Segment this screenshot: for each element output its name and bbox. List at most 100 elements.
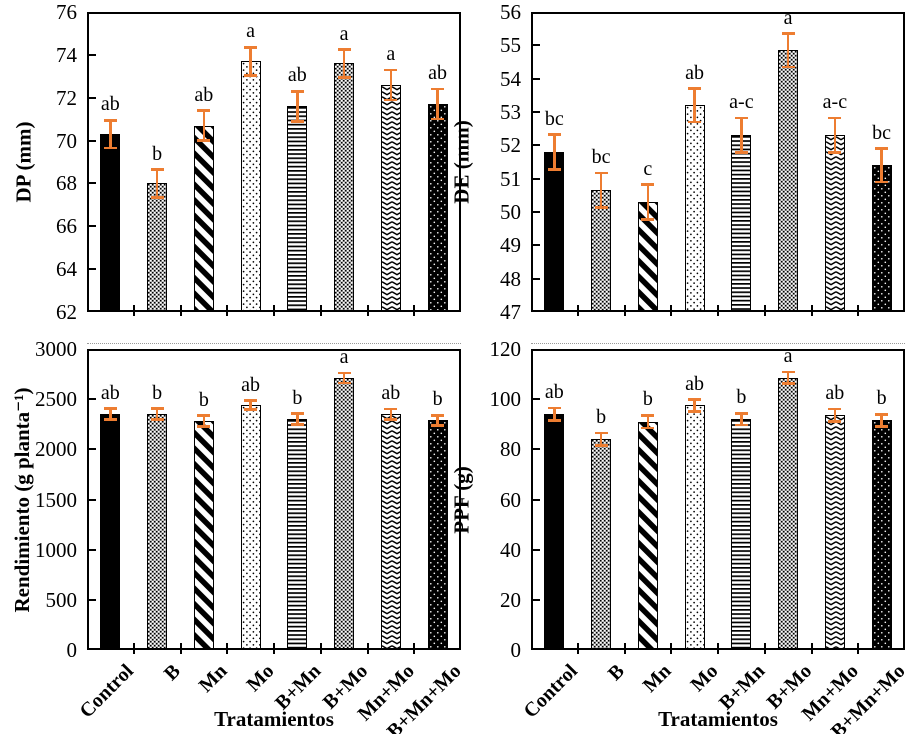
y-tick-mark [533, 448, 540, 451]
x-category-label: Mo [242, 660, 279, 696]
bar-rendimiento-B+Mn [287, 419, 308, 650]
y-tick-label: 2000 [35, 437, 77, 462]
y-tick-mark [89, 139, 96, 142]
significance-letter: b [152, 381, 163, 404]
error-bar-cap-bottom [197, 425, 211, 429]
error-bar-cap-bottom [197, 139, 211, 142]
y-tick-mark [89, 448, 96, 451]
significance-letter: b [642, 388, 653, 411]
y-tick-label: 70 [56, 128, 77, 153]
y-tick-label: 500 [45, 587, 78, 612]
error-bar-stem [342, 49, 346, 78]
error-bar-cap-top [547, 406, 561, 410]
y-tick-label: 72 [56, 85, 77, 110]
error-bar-cap-bottom [781, 382, 795, 385]
error-bar-cap-top [594, 431, 608, 435]
x-tick-mark [857, 643, 860, 654]
error-bar-cap-bottom [547, 419, 561, 422]
error-bar-cap-bottom [244, 408, 258, 411]
y-tick-label: 74 [56, 42, 77, 67]
y-tick-label: 100 [489, 387, 522, 412]
x-tick-mark [179, 643, 182, 654]
significance-letter: bc [872, 121, 892, 144]
y-tick-label: 68 [56, 171, 77, 196]
error-bar-stem [202, 110, 206, 141]
error-bar-stem [553, 134, 556, 170]
bar-ppf-B+Mn [731, 419, 752, 650]
y-tick-mark [533, 244, 540, 247]
error-bar-cap-bottom [875, 425, 889, 429]
bar-ppf-Mn [637, 421, 658, 650]
error-bar-stem [202, 415, 206, 427]
x-tick-mark [623, 305, 626, 316]
y-tick-mark [89, 268, 96, 271]
error-bar-stem [693, 88, 696, 122]
error-bar-stem [880, 414, 883, 427]
error-bar-cap-top [197, 109, 211, 112]
x-tick-mark [132, 643, 135, 654]
error-bar-cap-bottom [547, 168, 561, 171]
y-tick-label: 120 [489, 337, 522, 361]
y-tick-mark [89, 548, 96, 551]
error-bar-cap-top [290, 89, 304, 93]
x-tick-mark [810, 643, 813, 654]
x-tick-mark [366, 643, 369, 654]
significance-letter: a [246, 20, 256, 43]
x-tick-mark [857, 305, 860, 316]
y-tick-mark [89, 598, 96, 601]
bar-dp-B [147, 183, 168, 312]
y-tick-mark [533, 77, 540, 80]
x-category-label: Mn [638, 660, 676, 697]
x-tick-mark [670, 305, 673, 316]
bar-rendimiento-Mn [193, 421, 214, 650]
error-bar-cap-bottom [103, 146, 117, 150]
error-bar-cap-bottom [384, 98, 398, 102]
significance-letter: a [339, 22, 349, 45]
significance-letter: b [198, 388, 209, 411]
x-tick-mark [179, 305, 182, 316]
error-bar-cap-top [384, 407, 398, 411]
x-tick-mark [319, 305, 322, 316]
y-tick-mark [533, 598, 540, 601]
error-bar-stem [155, 169, 159, 198]
y-tick-label: 60 [500, 487, 521, 512]
error-bar-stem [646, 415, 650, 428]
bar-de-B+Mn [731, 135, 752, 312]
x-tick-mark [717, 305, 719, 316]
x-tick-mark [226, 643, 229, 654]
error-bar-cap-bottom [431, 117, 445, 121]
significance-letter: b [432, 388, 443, 411]
bar-dp-B+Mn [287, 106, 308, 312]
error-bar-cap-bottom [594, 206, 608, 209]
error-bar-cap-top [875, 147, 889, 150]
error-bar-cap-bottom [641, 426, 655, 430]
significance-letter: ab [381, 382, 401, 405]
error-bar-stem [740, 118, 743, 153]
significance-letter: b [152, 142, 163, 165]
error-bar-cap-bottom [150, 418, 164, 422]
error-bar-cap-top [197, 414, 211, 417]
y-tick-label: 62 [56, 300, 77, 324]
x-category-label: Mn [194, 660, 232, 697]
significance-letter: ab [287, 64, 307, 87]
bar-rendimiento-Mo [240, 405, 261, 650]
x-tick-mark [763, 643, 766, 654]
x-category-label: B [159, 660, 185, 685]
error-bar-cap-top [244, 46, 258, 49]
error-bar-cap-bottom [688, 409, 702, 413]
bar-ppf-Mn+Mo [824, 415, 845, 650]
y-tick-label: 2500 [35, 387, 77, 412]
error-bar-stem [109, 120, 112, 149]
x-tick-mark [810, 305, 813, 316]
significance-letter: a [783, 6, 793, 29]
y-tick-mark [89, 182, 96, 185]
bar-de-Mn+Mo [824, 135, 845, 312]
error-bar-stem [880, 148, 883, 182]
error-bar-cap-bottom [290, 119, 304, 123]
y-tick-label: 1000 [35, 537, 77, 562]
x-category-label: Mo [686, 660, 723, 696]
error-bar-stem [833, 409, 837, 422]
x-tick-mark [717, 643, 719, 654]
y-tick-label: 53 [500, 100, 521, 124]
